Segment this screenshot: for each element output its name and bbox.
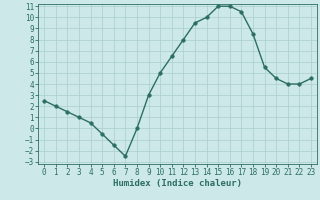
- X-axis label: Humidex (Indice chaleur): Humidex (Indice chaleur): [113, 179, 242, 188]
